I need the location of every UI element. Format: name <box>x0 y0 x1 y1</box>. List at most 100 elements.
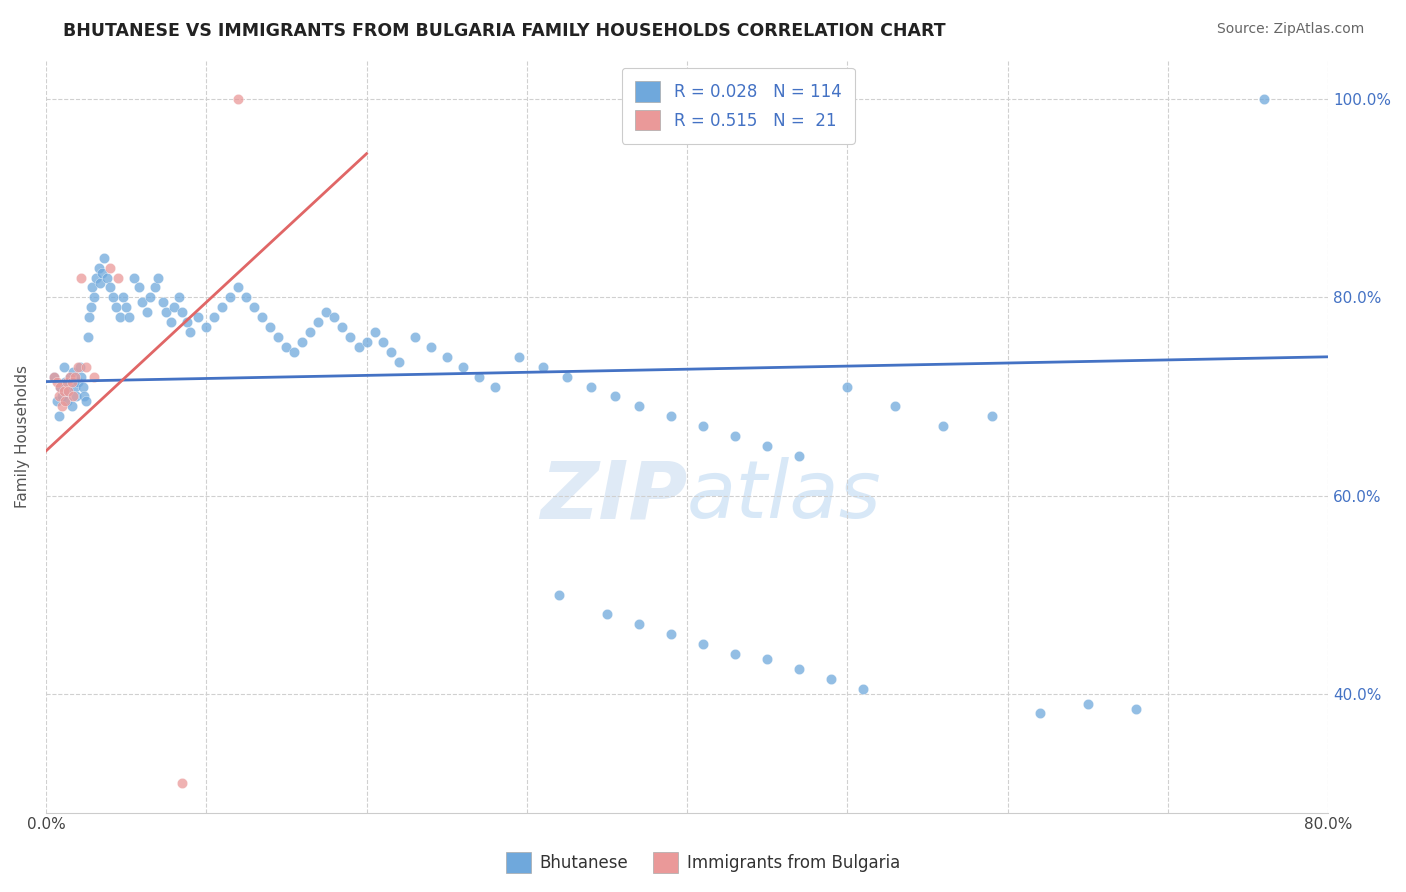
Point <box>105 300 128 314</box>
Point <box>62 365 84 379</box>
Point <box>179 325 201 339</box>
Point <box>91 266 114 280</box>
Point <box>48 409 70 424</box>
Point <box>155 305 177 319</box>
Point <box>146 270 169 285</box>
Point <box>884 400 907 414</box>
Point <box>58 384 80 399</box>
Point <box>531 359 554 374</box>
Point <box>226 280 249 294</box>
Point <box>75 394 97 409</box>
Point <box>555 369 578 384</box>
Point <box>267 330 290 344</box>
Point <box>756 439 779 453</box>
Point <box>176 315 198 329</box>
Point <box>579 379 602 393</box>
Point <box>659 409 682 424</box>
Point <box>724 647 747 661</box>
Point <box>603 389 626 403</box>
Point <box>80 300 103 314</box>
Point <box>46 394 69 409</box>
Point <box>323 310 346 325</box>
Point <box>980 409 1002 424</box>
Point <box>136 305 159 319</box>
Point <box>118 310 141 325</box>
Point <box>202 310 225 325</box>
Point <box>83 290 105 304</box>
Point <box>276 340 298 354</box>
Point <box>235 290 257 304</box>
Point <box>152 295 174 310</box>
Point <box>111 290 134 304</box>
Point <box>724 429 747 443</box>
Point <box>339 330 361 344</box>
Point <box>820 672 842 686</box>
Point <box>356 334 378 349</box>
Point <box>219 290 242 304</box>
Point <box>852 681 875 696</box>
Point <box>108 310 131 325</box>
Point <box>122 270 145 285</box>
Point <box>596 607 619 622</box>
Point <box>48 389 70 403</box>
Point <box>404 330 426 344</box>
Point <box>49 379 72 393</box>
Point <box>167 290 190 304</box>
Point <box>1028 706 1050 721</box>
Point <box>380 344 402 359</box>
Point <box>259 320 281 334</box>
Point <box>84 270 107 285</box>
Point <box>371 334 394 349</box>
Point <box>89 276 111 290</box>
Point <box>211 300 233 314</box>
Point <box>70 369 93 384</box>
Point <box>56 394 79 409</box>
Point <box>756 652 779 666</box>
Point <box>115 300 138 314</box>
Point <box>69 359 91 374</box>
Point <box>51 389 73 403</box>
Point <box>53 394 76 409</box>
Point <box>332 320 354 334</box>
Point <box>627 617 650 632</box>
Point <box>52 359 75 374</box>
Point <box>1125 701 1147 715</box>
Point <box>467 369 489 384</box>
Point <box>283 344 305 359</box>
Point <box>347 340 370 354</box>
Point <box>128 280 150 294</box>
Point <box>103 290 125 304</box>
Point <box>42 369 65 384</box>
Point <box>83 369 105 384</box>
Point <box>53 375 76 389</box>
Legend: R = 0.028   N = 114, R = 0.515   N =  21: R = 0.028 N = 114, R = 0.515 N = 21 <box>621 68 855 144</box>
Point <box>163 300 186 314</box>
Point <box>787 662 810 676</box>
Point <box>1077 697 1099 711</box>
Point <box>66 375 89 389</box>
Text: Source: ZipAtlas.com: Source: ZipAtlas.com <box>1216 22 1364 37</box>
Point <box>291 334 314 349</box>
Point <box>837 379 859 393</box>
Point <box>387 355 409 369</box>
Point <box>484 379 506 393</box>
Point <box>77 310 100 325</box>
Point <box>82 280 104 294</box>
Point <box>1253 92 1275 106</box>
Point <box>58 384 80 399</box>
Point <box>226 92 249 106</box>
Point <box>187 310 209 325</box>
Point <box>436 350 458 364</box>
Point <box>299 325 322 339</box>
Point <box>139 290 162 304</box>
Point <box>60 375 83 389</box>
Point <box>66 359 89 374</box>
Point <box>659 627 682 641</box>
Point <box>75 359 97 374</box>
Point <box>307 315 329 329</box>
Point <box>107 270 129 285</box>
Text: BHUTANESE VS IMMIGRANTS FROM BULGARIA FAMILY HOUSEHOLDS CORRELATION CHART: BHUTANESE VS IMMIGRANTS FROM BULGARIA FA… <box>63 22 946 40</box>
Point <box>63 369 86 384</box>
Point <box>243 300 266 314</box>
Point <box>172 305 194 319</box>
